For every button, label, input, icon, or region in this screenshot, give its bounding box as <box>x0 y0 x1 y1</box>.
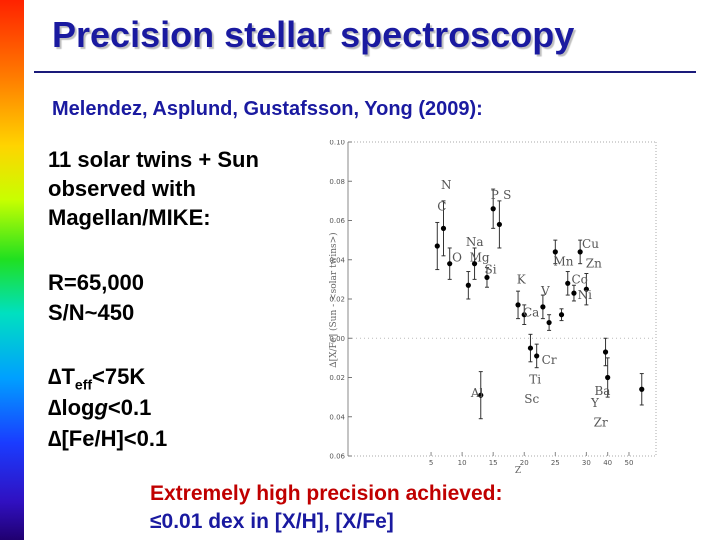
abundance-plot: 0.10 0.08 0.06 0.04 0.02 0.00 0.02 0.04 0.06 5 10… <box>322 140 674 475</box>
element-label-y: Y <box>590 396 600 410</box>
element-label-ba: Ba <box>594 384 610 398</box>
y-tick-label: 0.06 <box>329 453 345 461</box>
data-point-mg <box>471 261 478 267</box>
x-tick-label: 10 <box>458 459 467 467</box>
data-point-v <box>540 304 546 310</box>
data-point-co <box>565 280 571 286</box>
element-label-n: N <box>441 178 452 192</box>
y-tick-label: 0.04 <box>329 413 345 421</box>
y-axis-label: ∆[X/Fe] (Sun - <solar twins>) <box>328 232 339 367</box>
teff-subscript: eff <box>74 376 93 393</box>
y-tick-label: 0.10 <box>329 140 345 147</box>
title-underline <box>34 71 696 73</box>
element-label-mg: Mg <box>470 251 490 265</box>
data-point-zr <box>605 374 611 381</box>
data-point-o <box>447 261 453 267</box>
element-label-p: P <box>491 188 499 202</box>
element-label-si: Si <box>484 262 496 276</box>
data-point-mn <box>552 249 558 255</box>
plot-background <box>322 140 674 475</box>
element-label-ti: Ti <box>529 372 541 386</box>
element-label-c: C <box>437 200 446 214</box>
y-tick-label: 0.00 <box>329 335 345 343</box>
sample-line-2: observed with <box>48 176 196 201</box>
element-label-cr: Cr <box>542 353 557 367</box>
data-point-p <box>490 206 496 212</box>
y-tick-label: 0.08 <box>329 178 345 186</box>
teff-suffix: <75K <box>92 364 146 389</box>
x-axis-label: Z <box>515 466 521 475</box>
data-point-zn <box>583 286 589 292</box>
x-tick-label: 30 <box>582 459 591 467</box>
resolution-line: R=65,000 <box>48 270 145 295</box>
citation: Melendez, Asplund, Gustafsson, Yong (200… <box>52 98 483 120</box>
data-point-cr <box>546 319 552 326</box>
element-label-s: S <box>503 188 511 202</box>
data-point-ca <box>521 312 527 318</box>
x-tick-label: 5 <box>429 459 433 467</box>
x-tick-label: 50 <box>625 459 634 467</box>
element-label-cu: Cu <box>582 237 599 251</box>
data-point-y <box>602 349 609 355</box>
data-point-cu <box>577 249 583 255</box>
teff-prefix: ∆T <box>48 364 75 389</box>
data-point-s <box>496 221 502 228</box>
data-point-c <box>434 243 440 249</box>
x-tick-label: 15 <box>489 459 498 467</box>
logg-prefix: ∆log <box>48 395 95 420</box>
sample-line-3: Magellan/MIKE: <box>48 205 211 230</box>
data-point-ba <box>639 386 645 392</box>
x-tick-label: 40 <box>603 459 612 467</box>
element-label-al: Al <box>470 386 484 400</box>
y-tick-label: 0.06 <box>329 217 345 225</box>
element-label-zn: Zn <box>586 257 602 271</box>
element-label-co: Co <box>571 272 587 286</box>
x-tick-label: 20 <box>520 459 529 467</box>
data-point-ni <box>571 290 577 296</box>
y-tick-label: 0.02 <box>329 374 345 382</box>
sample-line-1: 11 solar twins + Sun <box>48 147 259 172</box>
snr-line: S/N~450 <box>48 300 135 325</box>
abundance-plot-svg: 0.10 0.08 0.06 0.04 0.02 0.00 0.02 0.04 0.06 5 10… <box>322 140 674 475</box>
element-label-zr: Zr <box>594 416 608 430</box>
data-point-al <box>478 392 484 398</box>
element-label-v: V <box>540 284 550 298</box>
element-label-o: O <box>452 251 462 265</box>
data-point-fe <box>558 312 565 318</box>
data-point-n <box>440 225 447 231</box>
data-point-si <box>484 274 490 281</box>
x-tick-label: 25 <box>551 459 560 467</box>
data-point-ti <box>534 353 540 359</box>
logg-line: ∆logg<0.1 <box>48 395 151 421</box>
conclusion-line-2: ≤0.01 dex in [X/H], [X/Fe] <box>150 510 394 533</box>
logg-suffix: <0.1 <box>107 395 152 420</box>
data-point-na <box>465 282 471 288</box>
element-label-ca: Ca <box>523 306 539 320</box>
element-label-mn: Mn <box>553 255 573 269</box>
element-label-na: Na <box>466 235 484 249</box>
y-tick-label: 0.02 <box>329 296 345 304</box>
element-label-ni: Ni <box>578 288 593 302</box>
slide-title: Precision stellar spectroscopy <box>52 14 575 55</box>
element-label-sc: Sc <box>524 392 539 406</box>
logg-italic: g <box>94 395 108 420</box>
data-point-sc <box>527 345 534 351</box>
feh-line: ∆[Fe/H]<0.1 <box>48 426 168 451</box>
conclusion-line-1: Extremely high precision achieved: <box>150 482 503 505</box>
element-label-k: K <box>517 272 527 286</box>
spectrum-color-bar <box>0 0 24 540</box>
y-tick-label: 0.04 <box>329 256 345 264</box>
data-point-k <box>515 302 521 308</box>
teff-line: ∆Teff<75K <box>48 364 145 397</box>
